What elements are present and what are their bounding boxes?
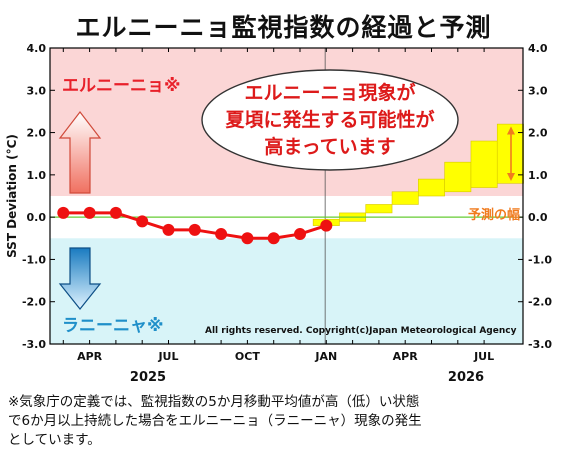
footnote-line: で6か月以上持続した場合をエルニーニョ（ラニーニャ）現象の発生 bbox=[8, 413, 422, 429]
y-tick-label-left: 3.0 bbox=[27, 84, 47, 97]
x-tick-label: JUL bbox=[157, 350, 178, 363]
y-tick-label-right: 1.0 bbox=[528, 169, 548, 182]
footnote-line: としています。 bbox=[8, 432, 101, 448]
observed-point bbox=[109, 206, 122, 219]
x-tick-label: APR bbox=[77, 350, 103, 363]
x-tick-label: JAN bbox=[314, 350, 337, 363]
chart-title: エルニーニョ監視指数の経過と予測 bbox=[75, 13, 492, 42]
y-tick-label-left: 0.0 bbox=[27, 211, 47, 224]
forecast-box bbox=[444, 161, 472, 193]
footnote-line: ※気象庁の定義では、監視指数の5か月移動平均値が高（低）い状態 bbox=[8, 394, 420, 410]
observed-point bbox=[188, 223, 201, 236]
y-tick-label-right: 3.0 bbox=[528, 84, 548, 97]
observed-point bbox=[267, 232, 280, 245]
y-axis-label: SST Deviation (°C) bbox=[5, 134, 19, 258]
x-tick-label: JUL bbox=[473, 350, 494, 363]
cooling-arrow-icon bbox=[58, 247, 102, 310]
y-tick-label-right: -2.0 bbox=[528, 296, 552, 309]
y-tick-label-left: 4.0 bbox=[27, 42, 47, 55]
enso-chart: 4.0 4.0 3.0 3.0 2.0 2.0 1.0 1.0 0.0 0.0 -1.0 -1.0 -2… bbox=[5, 42, 552, 385]
y-tick-label-right: 2.0 bbox=[528, 127, 548, 140]
callout-ellipse bbox=[201, 69, 459, 171]
observed-point bbox=[57, 206, 70, 219]
forecast-box bbox=[418, 178, 445, 197]
copyright-text: All rights reserved. Copyright(c)Japan M… bbox=[205, 326, 517, 336]
y-tick-label-left: -2.0 bbox=[22, 296, 46, 309]
forecast-range-label: 予測の幅 bbox=[468, 207, 520, 223]
y-tick-label-right: 0.0 bbox=[528, 211, 548, 224]
observed-point bbox=[162, 223, 175, 236]
x-tick-label: APR bbox=[393, 350, 419, 363]
observed-point bbox=[241, 232, 254, 245]
plot-frame bbox=[49, 47, 524, 345]
forecast-box bbox=[470, 140, 498, 188]
el-nino-label: エルニーニョ※ bbox=[62, 76, 181, 96]
observed-point bbox=[294, 228, 306, 241]
callout-line: 高まっています bbox=[264, 135, 395, 158]
footnote: ※気象庁の定義では、監視指数の5か月移動平均値が高（低）い状態 で6か月以上持続… bbox=[8, 393, 560, 450]
la-nina-label: ラニーニャ※ bbox=[62, 316, 164, 336]
warming-arrow-icon bbox=[58, 111, 102, 194]
y-tick-label-right: -1.0 bbox=[528, 253, 552, 266]
y-tick-label-left: -1.0 bbox=[22, 253, 46, 266]
la-nina-zone bbox=[50, 238, 523, 344]
y-tick-label-right: 4.0 bbox=[528, 42, 548, 55]
forecast-box bbox=[365, 204, 393, 214]
y-tick-label-right: -3.0 bbox=[528, 338, 552, 351]
observed-point bbox=[136, 215, 149, 228]
forecast-box bbox=[391, 191, 419, 205]
callout-line: 夏頃に発生する可能性が bbox=[225, 108, 434, 131]
observed-point bbox=[215, 228, 228, 241]
x-tick-label: OCT bbox=[235, 350, 260, 363]
observed-point bbox=[83, 206, 96, 219]
y-tick-label-left: -3.0 bbox=[22, 338, 46, 351]
y-tick-label-left: 1.0 bbox=[27, 169, 47, 182]
observed-point bbox=[320, 219, 333, 232]
year-label: 2026 bbox=[448, 370, 484, 385]
year-label: 2025 bbox=[130, 370, 166, 385]
callout-line: エルニーニョ現象が bbox=[244, 81, 415, 104]
y-tick-label-left: 2.0 bbox=[27, 127, 47, 140]
